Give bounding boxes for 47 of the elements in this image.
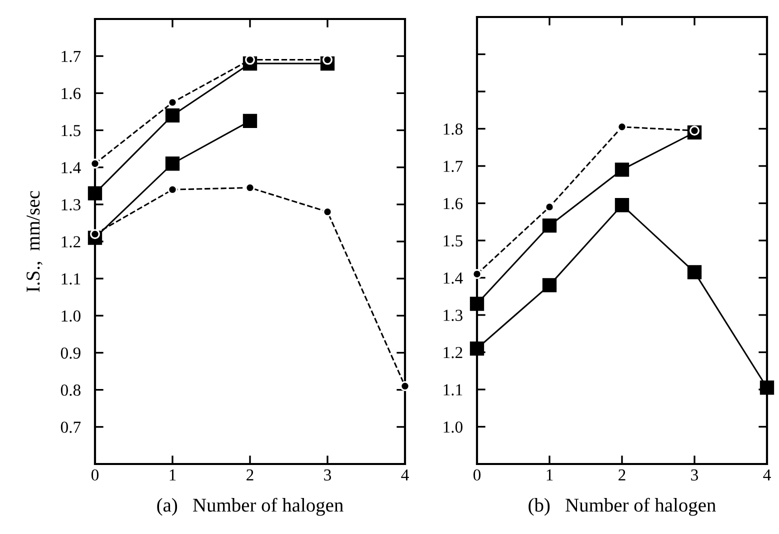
x-tick-label: 3 <box>691 469 698 481</box>
y-tick-label: 1.7 <box>62 50 81 62</box>
x-tick-label: 0 <box>91 469 99 481</box>
y-tick-label: 1.2 <box>62 236 80 248</box>
point <box>472 269 482 280</box>
y-tick-label: 1.6 <box>62 88 81 100</box>
y-tick-label: 1.3 <box>62 199 80 210</box>
y-tick-label: 1.3 <box>444 310 462 322</box>
point <box>542 278 557 292</box>
x-tick-label: 0 <box>473 469 481 481</box>
y-tick-label: 1.1 <box>444 384 462 396</box>
x-tick-label: 3 <box>324 469 332 481</box>
y-axis-title: I.S., mm/sec <box>26 191 42 292</box>
point <box>614 198 630 212</box>
y-tick-label: 1.4 <box>62 162 81 174</box>
x-axis-title: (a) Number of halogen <box>157 498 344 516</box>
point <box>90 158 100 169</box>
y-tick-label: 1.4 <box>444 272 463 284</box>
point <box>400 381 410 392</box>
y-tick-label: 1.6 <box>444 198 463 210</box>
y-tick-label: 1.1 <box>62 273 80 285</box>
point <box>470 296 484 311</box>
x-tick-label: 4 <box>401 469 409 480</box>
y-tick-label: 1.0 <box>62 310 80 322</box>
point <box>542 218 557 233</box>
y-tick-label: 0.8 <box>60 384 80 396</box>
x-tick-label: 4 <box>763 469 771 480</box>
y-tick-label: 1.0 <box>444 421 462 433</box>
point <box>687 265 702 280</box>
x-tick-label: 2 <box>618 469 626 480</box>
y-tick-label: 0.9 <box>60 347 80 359</box>
point <box>242 114 258 128</box>
y-tick-label: 1.8 <box>444 123 462 135</box>
point <box>614 162 630 177</box>
x-tick-label: 2 <box>246 469 254 480</box>
x-axis-title: (b) Number of halogen <box>528 498 716 516</box>
y-tick-label: 0.7 <box>60 422 81 433</box>
y-tick-label: 1.5 <box>444 235 462 247</box>
point <box>165 108 180 122</box>
point <box>88 186 102 200</box>
y-tick-label: 1.7 <box>444 160 463 172</box>
y-tick-label: 1.5 <box>62 125 80 136</box>
x-tick-label: 1 <box>170 469 176 480</box>
point <box>165 156 180 171</box>
y-tick-label: 1.2 <box>444 346 462 358</box>
x-tick-label: 1 <box>546 469 553 480</box>
point <box>470 341 484 356</box>
